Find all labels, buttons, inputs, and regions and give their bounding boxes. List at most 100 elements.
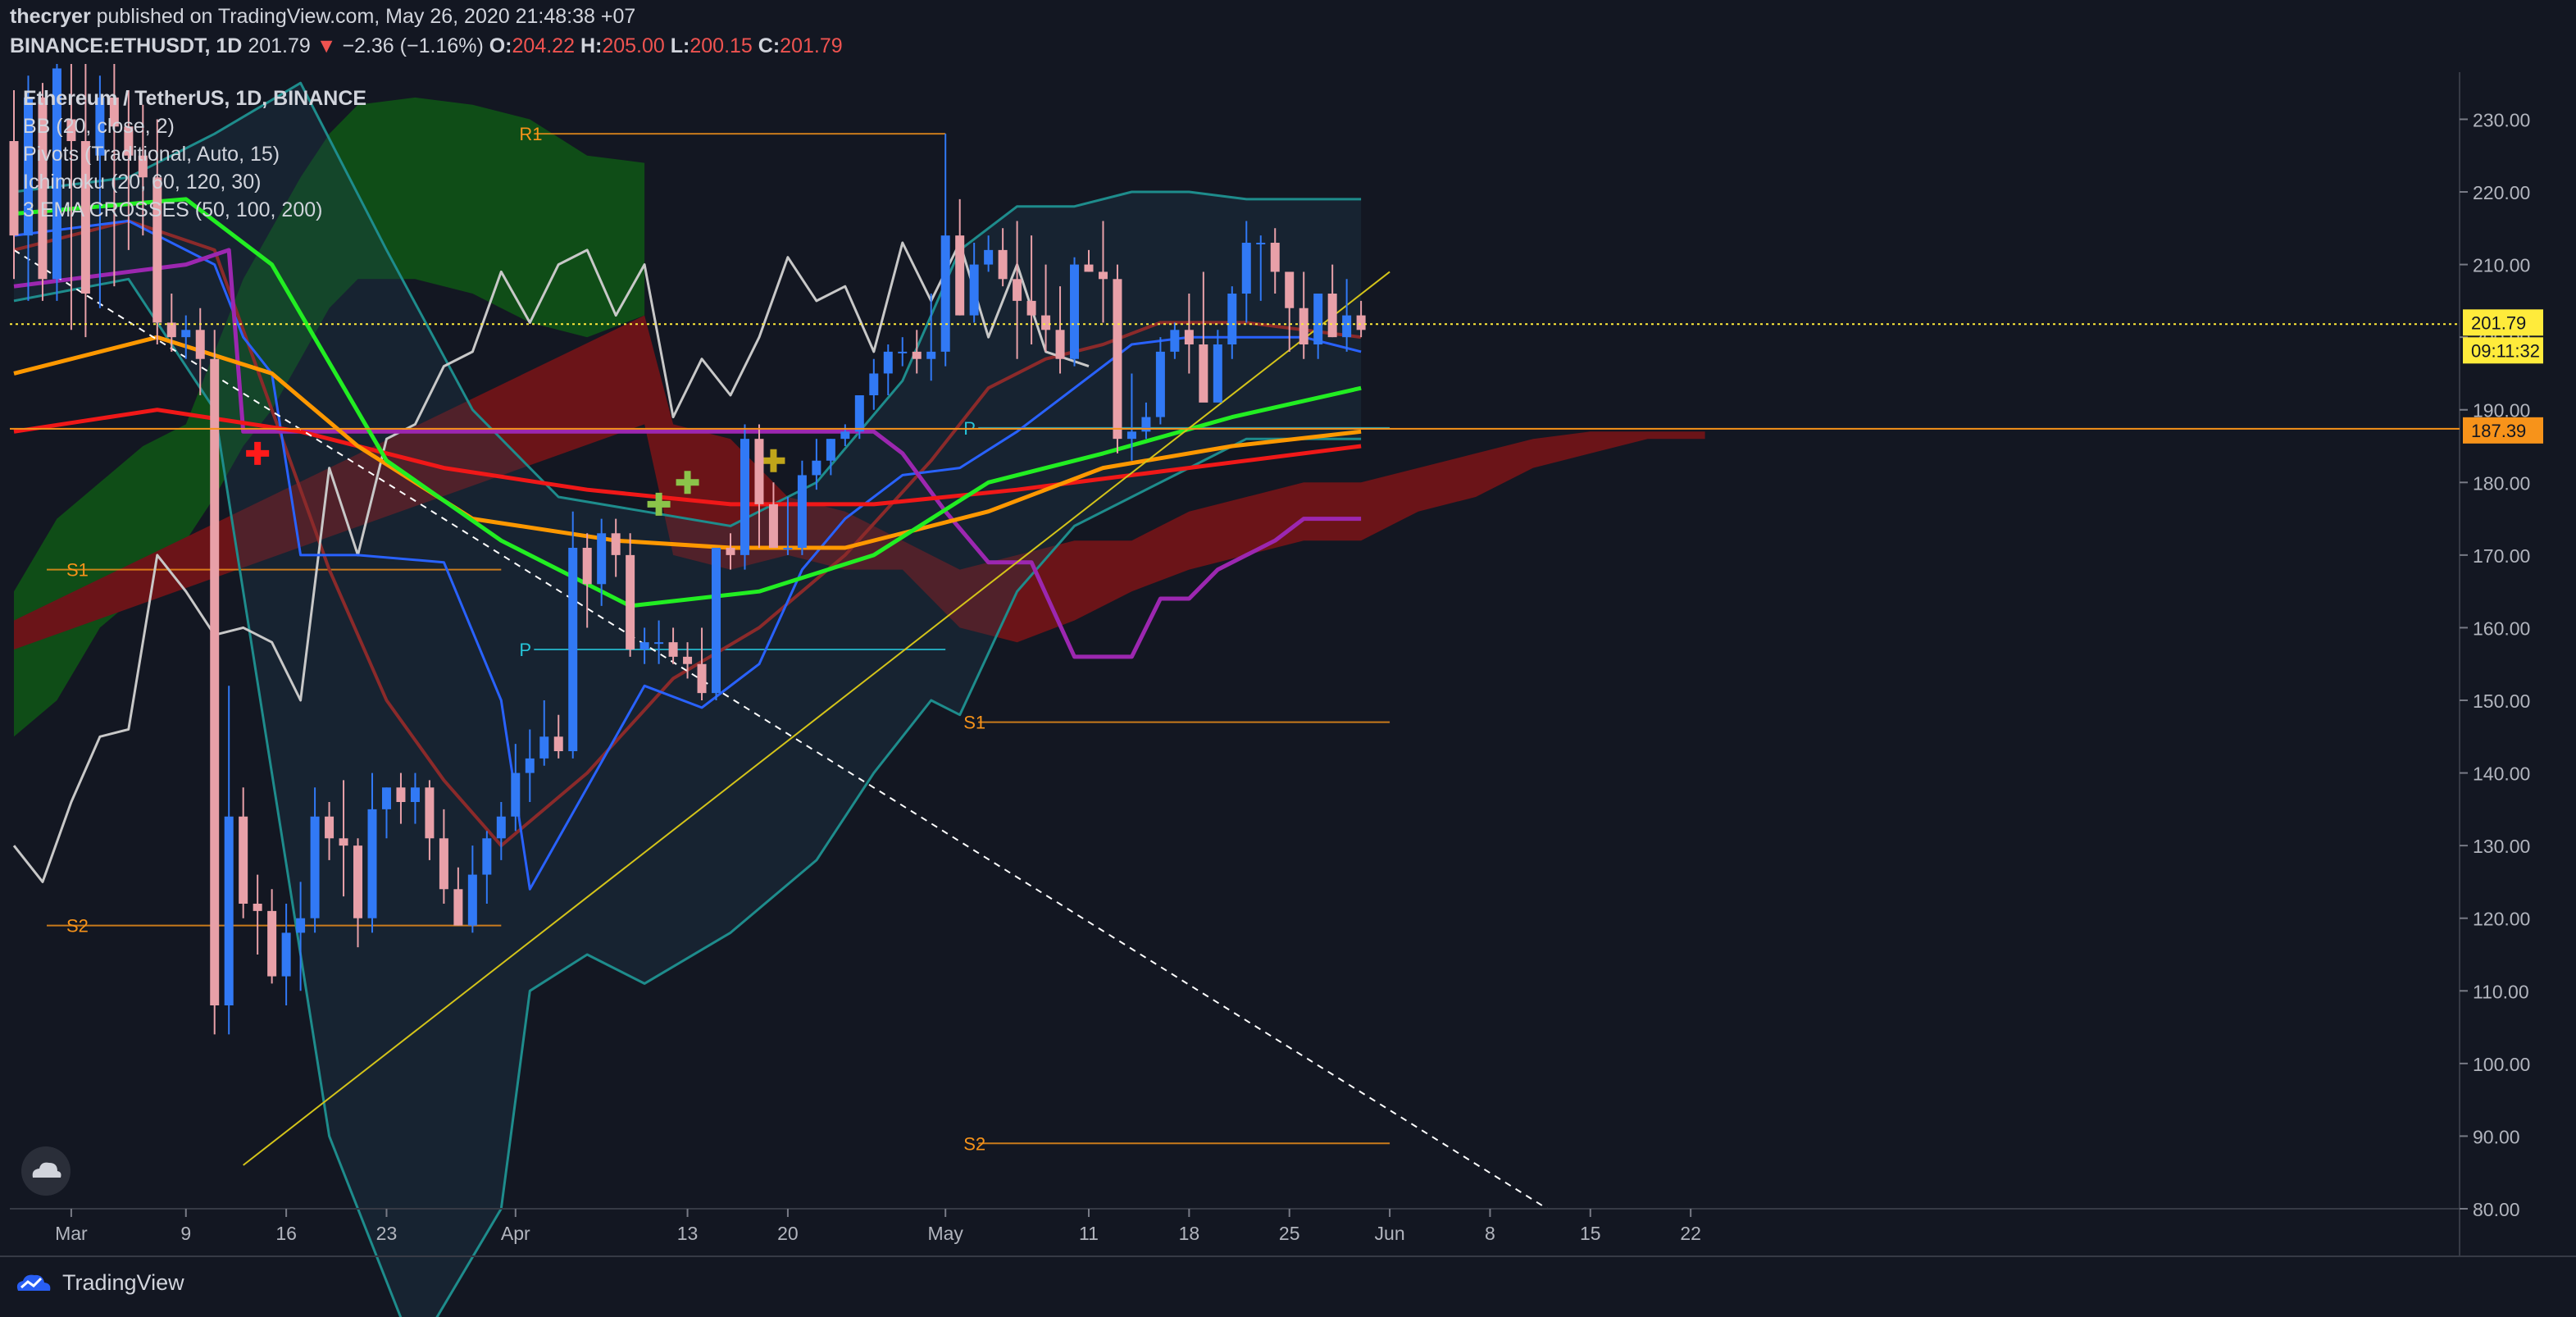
candle-body — [1055, 330, 1065, 359]
high-value: 205.00 — [602, 34, 665, 57]
close-label: C: — [758, 34, 781, 57]
candle-body — [1227, 294, 1237, 345]
candle — [1313, 294, 1323, 359]
candle-body — [195, 330, 205, 359]
candle — [1013, 221, 1022, 359]
candle — [1356, 300, 1366, 338]
legend-title[interactable]: Ethereum / TetherUS, 1D, BINANCE — [23, 87, 367, 110]
candle — [210, 330, 220, 1035]
x-tick-label: 11 — [1079, 1223, 1099, 1244]
legend-item-ichimoku[interactable]: Ichimoku (20, 60, 120, 30) — [23, 171, 262, 194]
pivot-label-r1: R1 — [519, 124, 542, 144]
candle-body — [1285, 271, 1295, 308]
candle-body — [539, 736, 549, 759]
tradingview-footer[interactable]: TradingView — [13, 1269, 184, 1296]
x-tick-label: 18 — [1179, 1223, 1200, 1244]
candle-body — [1199, 344, 1208, 403]
x-tick-label: 22 — [1680, 1223, 1701, 1244]
y-tick-label: 160.00 — [2473, 617, 2530, 639]
candle — [195, 308, 205, 396]
candle-body — [754, 439, 764, 504]
candle-body — [224, 816, 234, 1006]
legend-item-bb[interactable]: BB (20, close, 2) — [23, 115, 175, 138]
candle — [1241, 221, 1251, 323]
candle-body — [654, 642, 664, 645]
candle-body — [1241, 243, 1251, 294]
candle-body — [1213, 344, 1222, 403]
candle-body — [639, 642, 649, 650]
low-value: 200.15 — [690, 34, 753, 57]
candle — [1327, 264, 1337, 338]
candle-body — [210, 358, 220, 1006]
candle-body — [1070, 264, 1080, 359]
candle — [998, 228, 1008, 287]
candle — [109, 46, 119, 287]
open-label: O: — [489, 34, 512, 57]
publisher-name[interactable]: thecryer — [10, 5, 91, 28]
cloud-scroll-button[interactable] — [21, 1146, 71, 1196]
legend-item-ema-crosses[interactable]: 3 EMA CROSSES (50, 100, 200) — [23, 198, 323, 221]
candle — [1084, 249, 1094, 272]
open-value: 204.22 — [512, 34, 575, 57]
candle — [611, 518, 621, 577]
candle-body — [1356, 315, 1366, 330]
candle-body — [482, 838, 492, 875]
pivot-label-s1: S1 — [66, 560, 89, 581]
candle-body — [883, 351, 893, 374]
candle — [1055, 286, 1065, 374]
candle-body — [898, 351, 908, 353]
ema-green-line — [13, 197, 1362, 608]
y-tick-label: 130.00 — [2473, 836, 2530, 857]
candle-body — [467, 874, 477, 926]
legend-item-pivots[interactable]: Pivots (Traditional, Auto, 15) — [23, 143, 280, 166]
candle — [883, 344, 893, 396]
candle — [152, 119, 162, 345]
line-label: 187.39 — [2471, 421, 2526, 441]
candle-body — [726, 548, 735, 555]
price-label-bg — [2463, 309, 2543, 336]
y-tick-label: 110.00 — [2473, 981, 2529, 1002]
x-tick-label: Mar — [55, 1223, 88, 1244]
candle-body — [1026, 300, 1036, 316]
candle — [525, 729, 535, 803]
bollinger-band-fill — [14, 83, 1362, 1317]
candle — [926, 294, 936, 381]
ichimoku-cloud-red — [14, 315, 1705, 649]
candle — [396, 772, 406, 824]
bb-lower-line — [13, 277, 1362, 1317]
candle-body — [95, 97, 105, 156]
candle — [281, 904, 291, 1006]
ichimoku-cloud — [14, 83, 1705, 1317]
tradingview-brand: TradingView — [62, 1269, 184, 1295]
candle-body — [1013, 279, 1022, 301]
indicator-legend: Ethereum / TetherUS, 1D, BINANCE BB (20,… — [23, 84, 366, 224]
candle-body — [1041, 315, 1051, 330]
candle-body — [181, 330, 191, 338]
candle-body — [367, 809, 377, 918]
cloud-icon — [32, 1162, 61, 1178]
ema-cross-marker — [246, 441, 270, 465]
candle — [683, 642, 693, 679]
candle — [1213, 330, 1222, 403]
candle-body — [984, 249, 994, 265]
candle — [639, 627, 649, 664]
x-tick-label: 20 — [777, 1223, 799, 1244]
pivot-label-p: P — [519, 640, 531, 660]
candles — [9, 10, 1366, 1035]
candle — [253, 874, 262, 955]
candle — [496, 802, 506, 860]
candle — [367, 772, 377, 933]
candle-body — [712, 548, 721, 694]
y-tick-label: 150.00 — [2473, 690, 2530, 712]
candle-body — [1126, 431, 1136, 440]
last-price: 201.79 — [248, 34, 311, 57]
candle-body — [281, 932, 291, 977]
y-tick-label: 80.00 — [2473, 1199, 2520, 1220]
candle-body — [453, 889, 463, 926]
countdown-label-bg — [2463, 337, 2543, 364]
x-tick-label: 16 — [275, 1223, 297, 1244]
candle — [654, 620, 664, 664]
pivot-label-s2: S2 — [963, 1133, 985, 1154]
candle — [1126, 373, 1136, 461]
